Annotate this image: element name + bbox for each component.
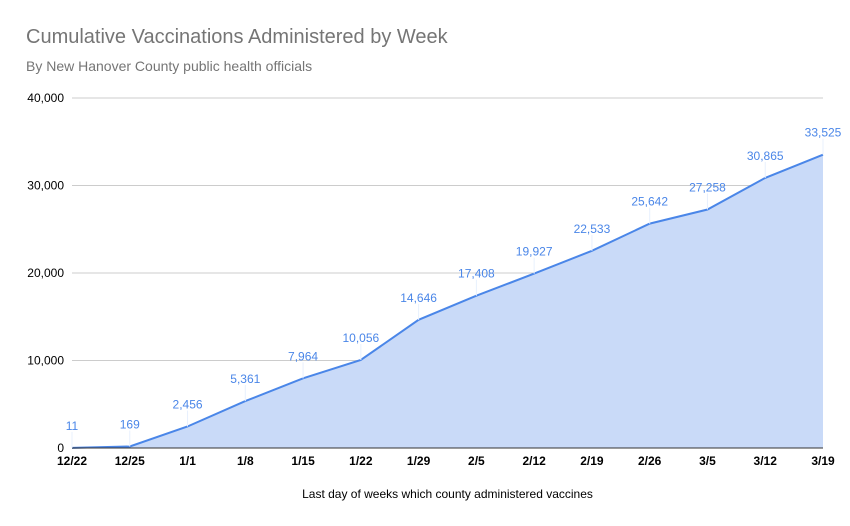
- y-tick-label: 40,000: [27, 91, 64, 105]
- x-tick-labels: 12/22 12/25 1/1 1/8 1/15 1/22 1/29 2/5 2/12 2/19 2…: [57, 454, 835, 468]
- data-label: 25,642: [631, 195, 668, 209]
- data-label: 11: [66, 419, 79, 433]
- data-label: 7,964: [288, 349, 318, 363]
- x-tick-label: 2/5: [468, 454, 485, 468]
- x-tick-label: 1/8: [237, 454, 254, 468]
- y-tick-labels: 0 10,000 20,000 30,000 40,000: [27, 91, 64, 455]
- data-label: 19,927: [516, 245, 553, 259]
- x-tick-label: 3/5: [699, 454, 716, 468]
- x-tick-label: 12/25: [115, 454, 145, 468]
- data-label: 27,258: [689, 180, 726, 194]
- x-tick-label: 1/1: [179, 454, 196, 468]
- data-label: 22,533: [574, 222, 611, 236]
- data-label: 17,408: [458, 267, 495, 281]
- x-tick-label: 3/19: [811, 454, 835, 468]
- data-labels: 11 169 2,456 5,361 7,964 10,056 14,646 17,408 19…: [66, 126, 842, 448]
- series-line: [71, 153, 824, 449]
- y-tick-label: 0: [57, 441, 64, 455]
- y-tick-label: 30,000: [27, 179, 64, 193]
- y-tick-label: 10,000: [27, 354, 64, 368]
- x-tick-label: 12/22: [57, 454, 87, 468]
- x-tick-label: 1/29: [407, 454, 431, 468]
- area-fill: [72, 154, 823, 448]
- data-label: 30,865: [747, 149, 784, 163]
- data-label: 33,525: [805, 126, 842, 140]
- chart-subtitle: By New Hanover County public health offi…: [26, 58, 313, 74]
- data-label: 10,056: [342, 331, 379, 345]
- chart-title: Cumulative Vaccinations Administered by …: [26, 26, 448, 48]
- x-tick-label: 1/15: [291, 454, 315, 468]
- x-tick-label: 1/22: [349, 454, 373, 468]
- x-tick-label: 2/19: [580, 454, 604, 468]
- data-label: 169: [120, 418, 140, 432]
- data-label: 14,646: [400, 291, 437, 305]
- x-tick-label: 2/26: [638, 454, 662, 468]
- data-label: 5,361: [230, 372, 260, 386]
- data-label: 2,456: [173, 398, 203, 412]
- x-tick-label: 2/12: [522, 454, 546, 468]
- x-tick-label: 3/12: [754, 454, 778, 468]
- y-tick-label: 20,000: [27, 266, 64, 280]
- x-axis-label: Last day of weeks which county administe…: [302, 487, 593, 501]
